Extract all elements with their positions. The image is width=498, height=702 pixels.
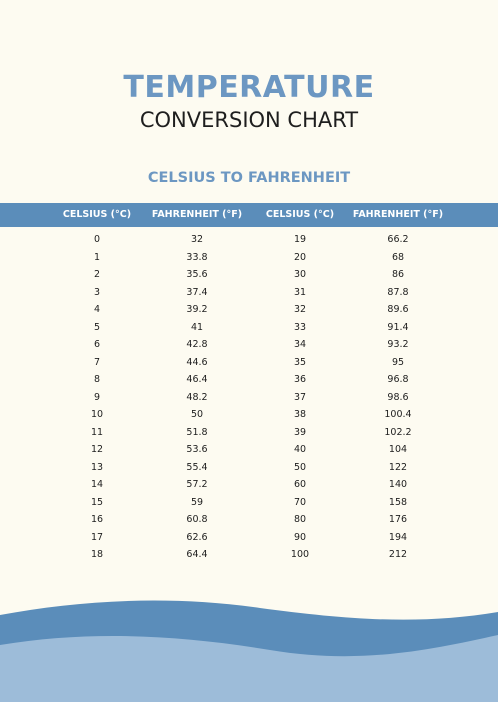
table-cell: 12 xyxy=(90,444,104,455)
table-cell: 19 xyxy=(293,234,307,245)
table-cell: 44.6 xyxy=(186,356,208,368)
table-cell: 33.8 xyxy=(186,251,208,263)
table-cell: 7 xyxy=(93,356,101,368)
table-cell: 37 xyxy=(293,391,307,403)
table-cell: 35 xyxy=(293,356,307,368)
table-cell: 5 xyxy=(93,321,101,333)
table-cell: 33 xyxy=(293,321,307,333)
table-cell: 68 xyxy=(391,251,405,263)
table-cell: 95 xyxy=(391,356,405,368)
table-cell: 53.6 xyxy=(186,444,208,455)
table-cell: 9 xyxy=(93,391,101,403)
table-cell: 10 xyxy=(90,409,104,420)
wave-decoration xyxy=(0,600,498,702)
table-cell: 60.8 xyxy=(186,514,208,525)
table-cell: 0 xyxy=(93,234,101,245)
table-cell: 8 xyxy=(93,374,101,385)
table-cell: 90 xyxy=(293,531,307,543)
table-cell: 70 xyxy=(293,496,307,508)
table-cell: 102.2 xyxy=(384,426,412,438)
table-cell: 4 xyxy=(93,304,101,315)
table-cell: 3 xyxy=(93,286,101,298)
table-cell: 62.6 xyxy=(186,531,208,543)
table-cell: 17 xyxy=(90,531,104,543)
table-cell: 64.4 xyxy=(186,549,208,560)
table-cell: 122 xyxy=(388,461,408,473)
table-cell: 96.8 xyxy=(387,374,409,385)
table-cell: 38 xyxy=(293,409,307,420)
table-cell: 30 xyxy=(293,269,307,280)
table-cell: 41 xyxy=(190,321,204,333)
table-cell: 34 xyxy=(293,339,307,350)
table-cell: 60 xyxy=(293,479,307,490)
table-cell: 50 xyxy=(190,409,204,420)
table-cell: 89.6 xyxy=(387,304,409,315)
table-cell: 1 xyxy=(93,251,101,263)
table-cell: 15 xyxy=(90,496,104,508)
table-cell: 98.6 xyxy=(387,391,409,403)
table-cell: 212 xyxy=(388,549,408,560)
table-cell: 50 xyxy=(293,461,307,473)
table-cell: 37.4 xyxy=(186,286,208,298)
table-cell: 6 xyxy=(93,339,101,350)
table-cell: 11 xyxy=(90,426,104,438)
column-header: CELSIUS (°C) xyxy=(265,209,335,220)
table-cell: 42.8 xyxy=(186,339,208,350)
table-cell: 57.2 xyxy=(186,479,208,490)
table-cell: 32 xyxy=(190,234,204,245)
table-cell: 87.8 xyxy=(387,286,409,298)
column-header: FAHRENHEIT (°F) xyxy=(352,209,444,220)
subtitle: CONVERSION CHART xyxy=(139,108,359,132)
table-cell: 93.2 xyxy=(387,339,409,350)
table-cell: 31 xyxy=(293,286,307,298)
column-header: FAHRENHEIT (°F) xyxy=(151,209,243,220)
table-cell: 39.2 xyxy=(186,304,208,315)
table-cell: 39 xyxy=(293,426,307,438)
table-cell: 100 xyxy=(290,549,310,560)
table-cell: 194 xyxy=(388,531,408,543)
table-cell: 16 xyxy=(90,514,104,525)
table-cell: 20 xyxy=(293,251,307,263)
table-cell: 59 xyxy=(190,496,204,508)
table-cell: 48.2 xyxy=(186,391,208,403)
table-cell: 2 xyxy=(93,269,101,280)
column-header: CELSIUS (°C) xyxy=(62,209,132,220)
title: TEMPERATURE xyxy=(123,70,375,105)
table-cell: 35.6 xyxy=(186,269,208,280)
table-cell: 176 xyxy=(388,514,408,525)
table-cell: 104 xyxy=(388,444,408,455)
table-cell: 140 xyxy=(388,479,408,490)
table-cell: 80 xyxy=(293,514,307,525)
table-cell: 86 xyxy=(391,269,405,280)
table-cell: 158 xyxy=(388,496,408,508)
table-cell: 66.2 xyxy=(387,234,409,245)
table-cell: 32 xyxy=(293,304,307,315)
table-cell: 18 xyxy=(90,549,104,560)
table-cell: 100.4 xyxy=(384,409,412,420)
table-cell: 13 xyxy=(90,461,104,473)
table-cell: 36 xyxy=(293,374,307,385)
table-cell: 14 xyxy=(90,479,104,490)
table-cell: 55.4 xyxy=(186,461,208,473)
header-bar xyxy=(0,203,498,227)
section-title: CELSIUS TO FAHRENHEIT xyxy=(147,170,351,186)
table-cell: 91.4 xyxy=(387,321,409,333)
table-cell: 51.8 xyxy=(186,426,208,438)
table-cell: 40 xyxy=(293,444,307,455)
table-cell: 46.4 xyxy=(186,374,208,385)
